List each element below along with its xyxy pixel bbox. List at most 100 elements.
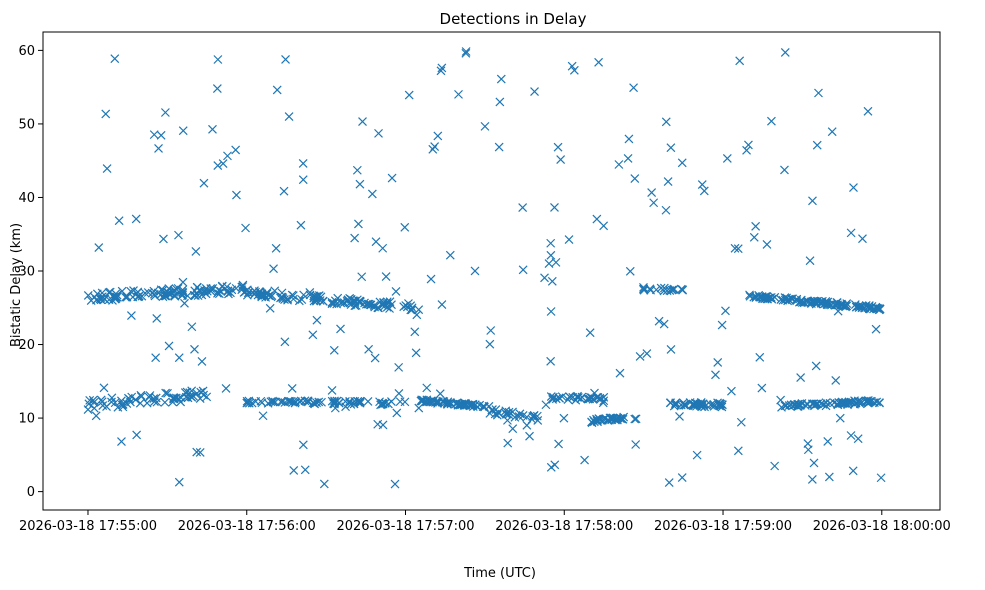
detection-point xyxy=(556,155,566,165)
detection-point xyxy=(811,299,821,309)
y-tick-label: 40 xyxy=(18,191,35,206)
detection-point xyxy=(131,214,141,224)
detection-point xyxy=(649,198,659,208)
detection-point xyxy=(118,402,128,412)
detection-point xyxy=(404,90,414,100)
detection-point xyxy=(314,397,324,407)
detection-point xyxy=(864,301,874,311)
detection-point xyxy=(410,327,420,337)
detection-point xyxy=(107,397,116,407)
detection-point xyxy=(842,301,851,311)
detection-point xyxy=(867,302,877,311)
detection-point xyxy=(436,66,446,76)
detection-point xyxy=(363,396,373,406)
detection-point xyxy=(510,412,520,422)
detection-point xyxy=(158,285,168,295)
detection-point xyxy=(289,465,299,475)
detection-point xyxy=(296,396,306,406)
detection-point xyxy=(414,305,424,315)
detection-point xyxy=(178,126,188,136)
detection-point xyxy=(630,414,640,424)
detection-point xyxy=(112,292,122,302)
detection-point xyxy=(467,400,477,410)
detection-point xyxy=(681,400,691,410)
detection-point xyxy=(90,292,99,302)
detection-point xyxy=(251,397,261,406)
detection-point xyxy=(624,134,634,144)
detection-point xyxy=(493,408,503,418)
detection-point xyxy=(546,238,556,248)
detection-point xyxy=(213,161,223,170)
detection-point xyxy=(437,63,447,73)
detection-point xyxy=(808,196,817,206)
detection-point xyxy=(831,376,841,385)
detection-point xyxy=(546,250,556,260)
x-tick-label: 2026-03-18 17:57:00 xyxy=(336,519,474,534)
detection-point xyxy=(585,394,595,404)
x-axis-label: Time (UTC) xyxy=(463,566,536,581)
detection-point xyxy=(858,234,867,244)
detection-point xyxy=(508,407,518,417)
detection-point xyxy=(663,177,673,187)
detection-point xyxy=(378,399,388,409)
detection-point xyxy=(541,400,551,410)
detection-point xyxy=(631,414,641,424)
detection-point xyxy=(461,48,471,58)
detection-point xyxy=(221,384,231,393)
detection-point xyxy=(546,356,556,366)
detection-point xyxy=(755,352,765,362)
detection-point xyxy=(530,87,539,96)
detection-point xyxy=(187,322,197,332)
detection-point xyxy=(298,158,308,168)
detection-point xyxy=(848,466,858,476)
detection-point xyxy=(594,57,604,67)
detection-point xyxy=(336,324,345,334)
detection-point xyxy=(675,411,684,421)
detection-point xyxy=(280,337,290,347)
detection-point xyxy=(298,175,308,185)
detection-point xyxy=(174,353,184,363)
detection-point xyxy=(380,301,390,311)
detection-point xyxy=(569,65,579,75)
detection-point xyxy=(355,397,365,407)
y-axis-label: Bistatic Delay (km) xyxy=(9,223,24,347)
detection-point xyxy=(414,403,424,413)
detection-point xyxy=(557,392,567,402)
detection-point xyxy=(807,475,817,484)
detection-point xyxy=(654,316,664,326)
detection-point xyxy=(615,368,625,378)
detection-point xyxy=(603,415,613,425)
detection-point xyxy=(350,298,360,307)
detection-point xyxy=(350,301,360,311)
detection-point xyxy=(195,448,205,457)
y-tick-label: 50 xyxy=(18,117,35,132)
detection-point xyxy=(430,142,440,152)
x-tick-label: 2026-03-18 17:59:00 xyxy=(654,519,792,534)
detection-point xyxy=(443,398,452,408)
detection-point xyxy=(854,397,863,406)
detection-point xyxy=(589,417,599,427)
detection-point xyxy=(697,180,707,189)
detection-point xyxy=(485,339,495,349)
detection-point xyxy=(251,287,261,297)
detection-point xyxy=(461,47,471,56)
detection-point xyxy=(330,296,340,306)
detection-point xyxy=(214,285,224,295)
detection-point xyxy=(565,392,575,402)
detection-point xyxy=(766,116,776,126)
detection-point xyxy=(525,431,534,441)
detection-point xyxy=(592,392,602,402)
detection-point xyxy=(803,298,813,308)
detection-point xyxy=(160,397,170,407)
detection-point xyxy=(803,445,813,455)
detection-point xyxy=(244,396,254,406)
detection-point xyxy=(807,399,817,409)
detection-point xyxy=(281,55,290,64)
detection-point xyxy=(744,140,753,150)
detection-point xyxy=(199,178,209,188)
detection-point xyxy=(443,400,452,409)
detection-point xyxy=(685,398,695,407)
detection-point xyxy=(174,394,183,403)
detection-point xyxy=(394,362,404,372)
detection-point xyxy=(486,326,496,335)
